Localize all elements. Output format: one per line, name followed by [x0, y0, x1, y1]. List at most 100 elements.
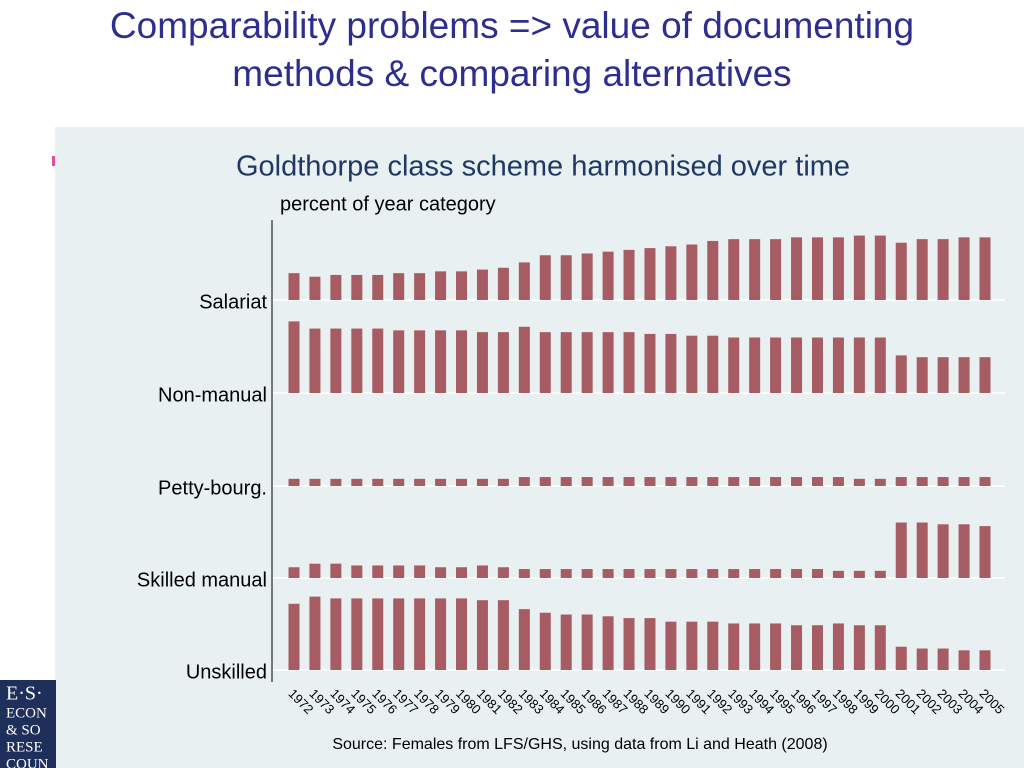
bar: [853, 570, 865, 578]
bar: [560, 332, 572, 393]
bar: [560, 255, 572, 300]
bullet: [52, 156, 55, 166]
bar: [874, 235, 886, 300]
bar: [749, 477, 761, 486]
bar: [623, 477, 635, 486]
bar: [770, 623, 782, 670]
bar: [895, 646, 907, 670]
bar: [853, 337, 865, 393]
bar: [539, 569, 551, 578]
bar: [770, 337, 782, 393]
bar: [979, 237, 991, 300]
bar: [791, 237, 803, 300]
bar: [330, 478, 342, 486]
bar: [644, 618, 656, 670]
bar: [686, 335, 698, 393]
bar: [791, 625, 803, 670]
bar: [393, 330, 405, 393]
bar: [895, 522, 907, 578]
bar: [895, 477, 907, 486]
bar: [330, 563, 342, 578]
row-label: Petty-bourg.: [158, 477, 267, 499]
logo-text: E·S·: [6, 683, 43, 705]
bar: [791, 569, 803, 578]
row-label: Non-manual: [158, 384, 267, 406]
bar: [476, 332, 488, 393]
bar: [811, 477, 823, 486]
logo-text: COUN: [6, 756, 49, 768]
bar: [665, 477, 677, 486]
bar: [665, 569, 677, 578]
logo-box: [0, 680, 56, 768]
bar: [623, 569, 635, 578]
y-axis-label: percent of year category: [280, 193, 496, 215]
bar: [832, 477, 844, 486]
bar: [728, 477, 740, 486]
bar: [518, 609, 530, 670]
bar: [393, 598, 405, 670]
bar: [351, 598, 363, 670]
bar: [728, 239, 740, 300]
bar: [393, 273, 405, 300]
bar: [853, 235, 865, 300]
bar: [749, 623, 761, 670]
bar: [644, 477, 656, 486]
bar: [393, 478, 405, 486]
bar: [832, 337, 844, 393]
bar: [476, 600, 488, 670]
bar: [602, 616, 614, 670]
bar: [958, 524, 970, 578]
bar: [728, 569, 740, 578]
bar: [937, 239, 949, 300]
bar: [770, 239, 782, 300]
chart-title: Goldthorpe class scheme harmonised over …: [236, 151, 850, 183]
bar: [288, 321, 300, 393]
bar: [539, 477, 551, 486]
bar: [518, 569, 530, 578]
bar: [665, 246, 677, 300]
bar: [351, 328, 363, 393]
bar: [309, 328, 321, 393]
bar: [518, 262, 530, 300]
bar: [644, 248, 656, 300]
bar: [435, 330, 447, 393]
bar: [791, 337, 803, 393]
bar: [435, 271, 447, 300]
bar: [497, 567, 509, 578]
bar: [686, 621, 698, 670]
bar: [623, 618, 635, 670]
row-label: Skilled manual: [137, 569, 267, 591]
bar: [979, 477, 991, 486]
bar: [832, 570, 844, 578]
bar: [958, 650, 970, 670]
bar: [351, 478, 363, 486]
bar: [497, 600, 509, 670]
bar: [372, 274, 384, 300]
bar: [372, 565, 384, 578]
bar: [811, 625, 823, 670]
bar: [916, 357, 928, 393]
bar: [728, 337, 740, 393]
bar: [937, 477, 949, 486]
logo-text: & SO: [6, 722, 41, 738]
bar: [895, 355, 907, 393]
bar: [811, 237, 823, 300]
bar: [686, 244, 698, 300]
bar: [937, 524, 949, 578]
bar: [602, 477, 614, 486]
source-note: Source: Females from LFS/GHS, using data…: [332, 736, 827, 753]
bar: [476, 269, 488, 300]
row-label: Unskilled: [186, 661, 267, 683]
bar: [707, 240, 719, 300]
bar: [518, 477, 530, 486]
bar: [770, 569, 782, 578]
bar: [602, 251, 614, 300]
bar: [916, 239, 928, 300]
bar: [435, 478, 447, 486]
bar: [979, 650, 991, 670]
bar: [916, 648, 928, 670]
bar: [414, 565, 426, 578]
bar: [288, 478, 300, 486]
